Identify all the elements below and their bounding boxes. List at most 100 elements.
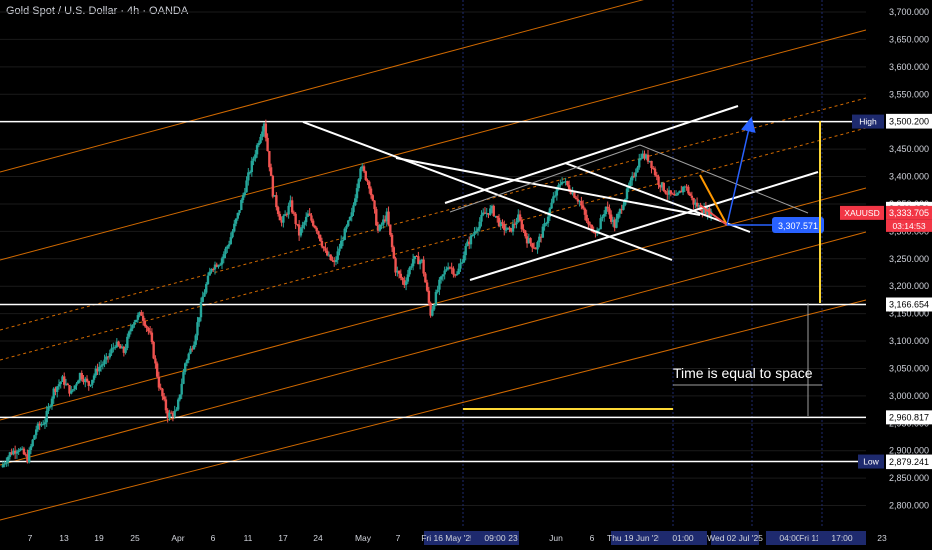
candle-body	[399, 273, 403, 278]
price-label: 2,879.241	[889, 457, 929, 467]
candle-body	[333, 261, 336, 263]
candle-body	[219, 264, 222, 266]
candle-body	[106, 356, 110, 358]
candle-body	[571, 192, 574, 194]
candle-body	[268, 150, 271, 168]
candle-body	[482, 212, 485, 215]
candle-body	[695, 202, 699, 207]
candle-body	[538, 236, 541, 243]
candle-body	[560, 182, 564, 185]
candle-body	[604, 206, 608, 214]
candle-body	[234, 218, 238, 224]
x-tick-label: 23	[877, 533, 887, 543]
candle-body	[681, 186, 685, 193]
candle-body	[127, 331, 131, 337]
candle-body	[673, 193, 676, 196]
candle-body	[255, 145, 259, 155]
candle-body	[573, 192, 576, 198]
candle-body	[136, 315, 140, 320]
candle-body	[131, 325, 134, 329]
countdown-label: 03:14:53	[892, 221, 925, 231]
candle-body	[183, 363, 187, 372]
candle-body	[620, 209, 623, 211]
candle-body	[476, 228, 480, 231]
candle-body	[248, 172, 252, 174]
mid-down-line	[395, 157, 701, 216]
candle-body	[553, 195, 557, 197]
candle-body	[587, 221, 590, 225]
candle-body	[194, 335, 197, 345]
candle-body	[480, 214, 483, 222]
candle-body	[66, 383, 69, 386]
candle-body	[448, 267, 452, 269]
candle-body	[49, 406, 52, 408]
session-lines	[462, 0, 823, 528]
candle-body	[318, 234, 322, 241]
candle-body	[192, 344, 196, 350]
candle-body	[373, 200, 376, 210]
x-tick-label: 6	[590, 533, 595, 543]
candle-body	[154, 358, 157, 364]
candle-body	[322, 246, 325, 249]
channel-lower	[469, 171, 819, 281]
candle-body	[534, 248, 538, 250]
candle-body	[566, 181, 569, 186]
candle-body	[134, 319, 138, 323]
x-tick-highlight	[611, 531, 659, 545]
candle-body	[198, 317, 201, 323]
x-tick-label: 7	[396, 533, 401, 543]
candle-body	[492, 205, 495, 217]
price-label: 3,500.200	[889, 117, 929, 127]
candle-body	[678, 190, 681, 194]
drawings: 3,307.571 Time is equal to space	[302, 105, 824, 416]
candle-body	[236, 212, 239, 219]
candle-body	[597, 229, 601, 231]
candle-body	[148, 331, 152, 333]
candle-body	[659, 184, 662, 188]
candle-body	[531, 243, 534, 248]
x-tick-label: 6	[211, 533, 216, 543]
candle-body	[138, 312, 141, 316]
candle-body	[522, 229, 525, 231]
candle-body	[150, 332, 154, 343]
y-tick-label: 2,850.000	[889, 473, 929, 483]
candle-body	[687, 186, 690, 194]
candle-body	[425, 282, 429, 291]
channel-line	[0, 29, 867, 261]
candle-body	[36, 423, 40, 430]
projection-arrow	[726, 116, 756, 226]
candle-body	[592, 231, 595, 233]
candle-body	[227, 244, 231, 247]
candle-body	[471, 234, 474, 236]
candle-body	[240, 200, 243, 210]
candle-body	[606, 206, 609, 209]
candle-body	[155, 363, 159, 377]
candle-body	[275, 195, 278, 208]
candle-body	[420, 259, 424, 262]
candle-body	[602, 213, 606, 217]
candle-body	[303, 222, 306, 225]
gray-line	[639, 144, 809, 214]
candle-body	[652, 168, 655, 170]
candle-body	[262, 123, 266, 132]
candle-body	[336, 251, 339, 260]
candle-body	[40, 424, 43, 426]
candle-body	[143, 320, 147, 327]
candle-body	[506, 227, 509, 230]
candle-body	[657, 176, 660, 185]
red-leg	[699, 204, 728, 226]
candle-body	[369, 188, 373, 196]
candle-body	[441, 274, 445, 277]
candle-body	[609, 214, 613, 222]
candle-body	[343, 228, 346, 240]
candle-body	[78, 372, 82, 381]
annotation-text: Time is equal to space	[673, 365, 813, 381]
candle-body	[171, 413, 175, 417]
x-tick-highlight	[659, 531, 707, 545]
candle-body	[99, 365, 103, 367]
candle-body	[208, 271, 211, 276]
candle-body	[10, 452, 13, 455]
candle-body	[385, 211, 389, 222]
